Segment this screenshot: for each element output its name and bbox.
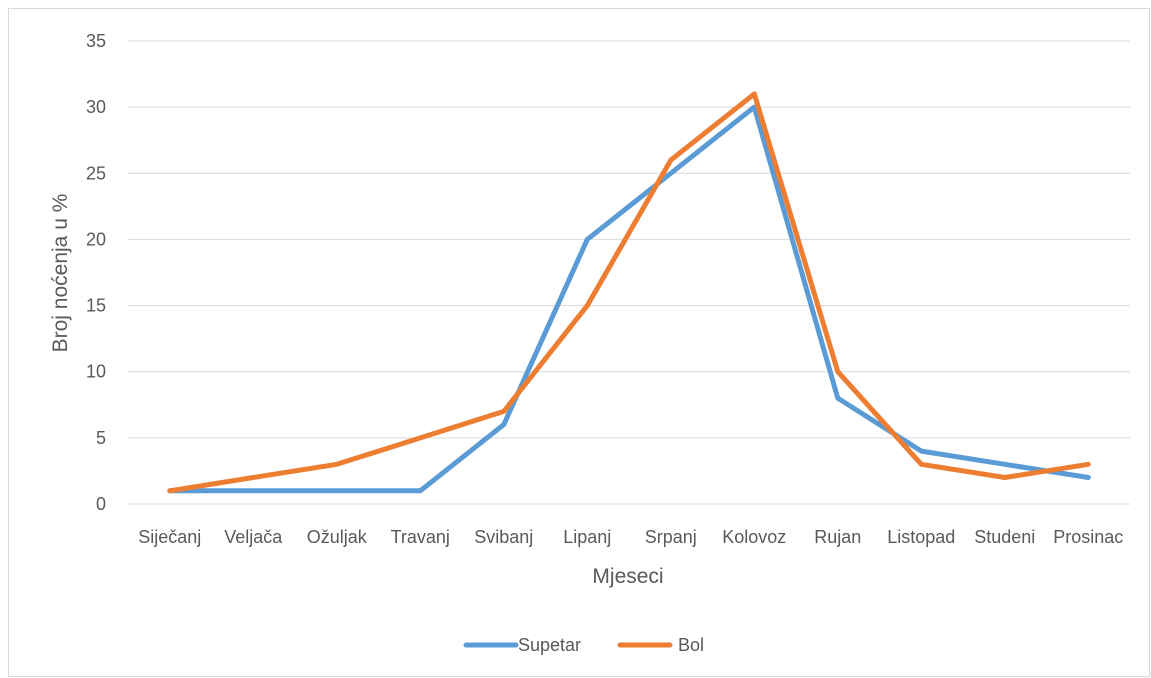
- x-tick-label: Kolovoz: [722, 527, 786, 547]
- y-tick-label: 20: [86, 229, 106, 249]
- x-tick-label: Srpanj: [645, 527, 697, 547]
- gridlines: [128, 40, 1130, 505]
- y-tick-label: 25: [86, 163, 106, 183]
- y-tick-label: 10: [86, 362, 106, 382]
- y-tick-label: 5: [96, 428, 106, 448]
- x-axis-tick-labels: Siječanj Veljača Ožuljak Travanj Svibanj Lipa…: [138, 527, 1123, 547]
- y-tick-label: 15: [86, 296, 106, 316]
- x-axis-title: Mjeseci: [592, 565, 663, 588]
- y-tick-label: 0: [96, 494, 106, 514]
- chart-frame: [8, 8, 1150, 677]
- series-line-supetar: [167, 104, 1091, 494]
- y-axis-title: Broj noćenja u %: [49, 194, 72, 353]
- x-tick-label: Studeni: [974, 527, 1035, 547]
- y-tick-label: 30: [86, 97, 106, 117]
- x-tick-label: Svibanj: [474, 527, 533, 547]
- x-tick-label: Listopad: [887, 527, 955, 547]
- y-tick-label: 35: [86, 31, 106, 51]
- x-tick-label: Veljača: [224, 527, 283, 547]
- x-tick-label: Prosinac: [1053, 527, 1123, 547]
- legend: Supetar Bol: [463, 635, 704, 655]
- series-lines: [167, 91, 1091, 494]
- x-tick-label: Travanj: [391, 527, 450, 547]
- y-axis-tick-labels: 0 5 10 15 20 25 30 35: [86, 31, 106, 514]
- legend-label-supetar: Supetar: [518, 635, 581, 655]
- x-tick-label: Lipanj: [563, 527, 611, 547]
- legend-label-bol: Bol: [678, 635, 704, 655]
- series-line-bol: [167, 91, 1091, 494]
- x-tick-label: Rujan: [814, 527, 861, 547]
- x-tick-label: Siječanj: [138, 527, 201, 547]
- x-tick-label: Ožuljak: [307, 527, 368, 547]
